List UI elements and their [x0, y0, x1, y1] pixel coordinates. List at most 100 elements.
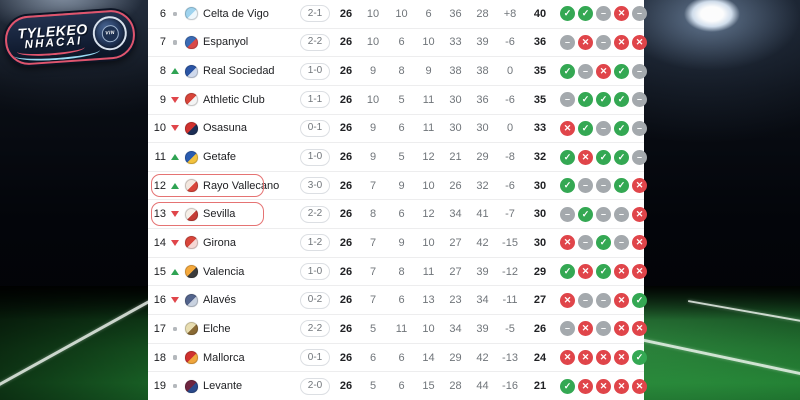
last-result-badge: 2-2 [299, 33, 331, 51]
crest-cell [182, 121, 200, 135]
site-logo[interactable]: TYLEKEO NHACAI VIN [3, 8, 137, 67]
team-crest-icon [184, 64, 198, 78]
last-result-cell[interactable]: 1-2 [296, 234, 334, 252]
form-icons: – ✕ – ✕ ✕ [556, 34, 647, 50]
movement-indicator [168, 239, 182, 246]
movement-indicator [168, 68, 182, 75]
last-result-badge: 0-2 [299, 291, 331, 309]
matches-played: 26 [339, 36, 353, 49]
team-name: Osasuna [203, 122, 248, 135]
matches-played: 26 [339, 294, 353, 307]
crest-cell [182, 64, 200, 78]
team-name: Elche [203, 322, 231, 335]
table-row[interactable]: 10 Osasuna 0-1 26 9 6 11 30 30 0 33 ✕ ✓ – ✓… [148, 113, 647, 143]
points: 36 [533, 36, 547, 49]
form-icons: ✓ – ✕ ✓ – [556, 63, 647, 79]
win-icon: ✓ [596, 92, 611, 108]
goals-against: 28 [476, 7, 489, 20]
last-result-cell[interactable]: 2-2 [296, 33, 334, 51]
table-row[interactable]: 18 Mallorca 0-1 26 6 6 14 29 42 -13 24 ✕… [148, 342, 647, 372]
losses: 6 [425, 7, 432, 20]
last-result-cell[interactable]: 1-0 [296, 62, 334, 80]
loss-icon: ✕ [632, 378, 647, 394]
last-result-cell[interactable]: 1-0 [296, 263, 334, 281]
matches-played: 26 [339, 322, 353, 335]
draw-icon: – [632, 120, 647, 136]
form-icons: – ✕ – ✕ ✕ [556, 321, 647, 337]
goals-against: 32 [476, 179, 489, 192]
loss-icon: ✕ [578, 350, 593, 365]
draw-icon: – [578, 63, 593, 79]
crest-cell [182, 293, 200, 307]
points: 33 [533, 122, 547, 135]
table-row[interactable]: 17 Elche 2-2 26 5 11 10 34 39 -5 26 – ✕ – ✕… [148, 314, 647, 343]
draw-icon: – [560, 34, 575, 50]
wins: 7 [369, 179, 377, 192]
points: 30 [533, 179, 547, 192]
team-crest-icon [184, 265, 198, 279]
last-result-cell[interactable]: 2-0 [296, 377, 334, 395]
crest-cell [182, 35, 200, 49]
last-result-cell[interactable]: 2-2 [296, 205, 334, 223]
matches-played: 26 [339, 265, 353, 278]
loss-icon: ✕ [614, 6, 629, 22]
table-row[interactable]: 13 Sevilla 2-2 26 8 6 12 34 41 -7 30 – ✓ –… [148, 199, 647, 228]
team-name: Girona [203, 236, 237, 249]
draw-icon: – [632, 6, 647, 22]
table-row[interactable]: 12 Rayo Vallecano 3-0 26 7 9 10 26 32 -6… [148, 170, 647, 200]
last-result-cell[interactable]: 0-1 [296, 119, 334, 137]
table-row[interactable]: 8 Real Sociedad 1-0 26 9 8 9 38 38 0 35 … [148, 56, 647, 85]
loss-icon: ✕ [632, 264, 647, 280]
table-row[interactable]: 6 Celta de Vigo 2-1 26 10 10 6 36 28 +8 … [148, 0, 647, 28]
position-number: 7 [159, 36, 166, 49]
last-result-cell[interactable]: 0-2 [296, 291, 334, 309]
goal-difference: -6 [505, 36, 515, 49]
last-result-badge: 2-0 [299, 377, 331, 395]
team-name: Valencia [203, 265, 245, 278]
win-icon: ✓ [578, 92, 593, 108]
last-result-cell[interactable]: 2-1 [296, 5, 334, 23]
last-result-cell[interactable]: 0-1 [296, 349, 334, 366]
table-row[interactable]: 7 Espanyol 2-2 26 10 6 10 33 39 -6 36 – ✕… [148, 27, 647, 57]
matches-played: 26 [339, 351, 353, 364]
crest-cell [182, 265, 200, 279]
table-row[interactable]: 9 Athletic Club 1-1 26 10 5 11 30 36 -6 … [148, 84, 647, 114]
last-result-cell[interactable]: 3-0 [296, 177, 334, 195]
wins: 5 [369, 322, 377, 335]
loss-icon: ✕ [560, 350, 575, 365]
goals-for: 34 [449, 322, 462, 335]
last-result-cell[interactable]: 1-0 [296, 148, 334, 166]
rank-down-icon [171, 96, 179, 103]
rank-down-icon [171, 239, 179, 246]
win-icon: ✓ [614, 63, 629, 79]
win-icon: ✓ [596, 235, 611, 251]
form-icons: ✓ – – ✓ ✕ [556, 178, 647, 194]
goals-for: 34 [449, 208, 462, 221]
last-result-cell[interactable]: 1-1 [296, 91, 334, 109]
team-crest-icon [184, 93, 198, 107]
movement-indicator [168, 154, 182, 161]
table-row[interactable]: 11 Getafe 1-0 26 9 5 12 21 29 -8 32 ✓ ✕ ✓ ✓… [148, 142, 647, 171]
team-name: Levante [203, 380, 243, 393]
team-crest-icon [184, 150, 198, 164]
logo-pill: TYLEKEO NHACAI VIN [3, 8, 137, 67]
goals-against: 39 [476, 36, 489, 49]
table-row[interactable]: 14 Girona 1-2 26 7 9 10 27 42 -15 30 ✕ – ✓… [148, 228, 647, 257]
points: 27 [533, 294, 547, 307]
goals-against: 39 [476, 322, 489, 335]
last-result-cell[interactable]: 2-2 [296, 320, 334, 338]
table-row[interactable]: 19 Levante 2-0 26 5 6 15 28 44 -16 21 ✓ ✕… [148, 371, 647, 400]
team-crest-icon [184, 179, 198, 193]
wins: 10 [366, 93, 380, 106]
table-row[interactable]: 15 Valencia 1-0 26 7 8 11 27 39 -12 29 ✓… [148, 256, 647, 286]
draw-icon: – [560, 321, 575, 337]
rank-up-icon [171, 68, 179, 75]
draw-icon: – [632, 63, 647, 79]
loss-icon: ✕ [632, 34, 647, 50]
goal-difference: 0 [506, 122, 514, 135]
win-icon: ✓ [596, 149, 611, 165]
loss-icon: ✕ [596, 63, 611, 79]
table-row[interactable]: 16 Alavés 0-2 26 7 6 13 23 34 -11 27 ✕ – –… [148, 285, 647, 314]
loss-icon: ✕ [614, 378, 629, 394]
